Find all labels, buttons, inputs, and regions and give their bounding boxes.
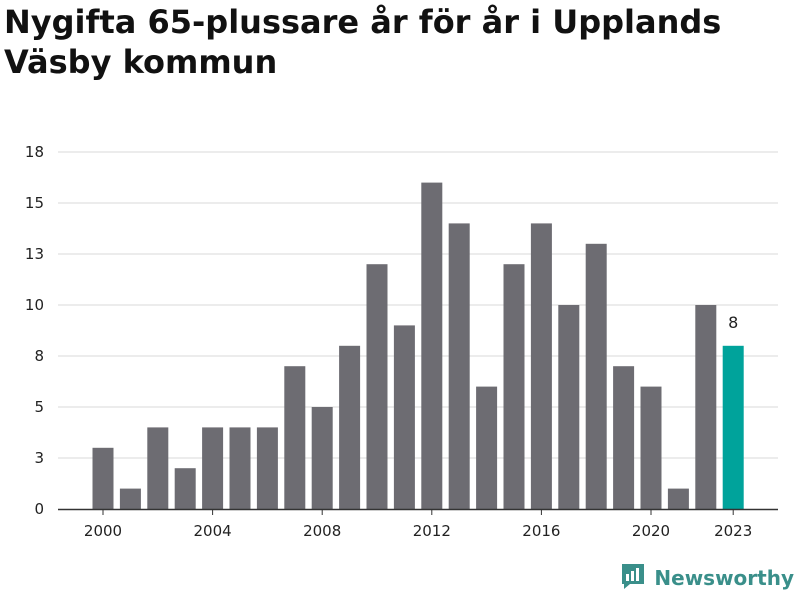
y-tick-label: 0 [34, 500, 44, 518]
x-tick-label: 2016 [522, 522, 560, 540]
bar-2022[interactable] [695, 305, 717, 509]
y-tick-label: 5 [34, 398, 44, 416]
x-tick-label: 2008 [303, 522, 341, 540]
bars [92, 182, 744, 510]
bar-2016[interactable] [530, 223, 552, 509]
x-tick-label: 2000 [84, 522, 122, 540]
gridlines [58, 151, 778, 459]
brand: Newsworthy [620, 562, 794, 594]
bar-2012[interactable] [421, 182, 443, 509]
bar-2008[interactable] [311, 407, 333, 509]
bar-2006[interactable] [256, 427, 278, 509]
x-axis-ticks: 2000 2004 2008 2012 2016 2020 2023 [84, 509, 752, 540]
x-tick-label: 2023 [714, 522, 752, 540]
bar-2003[interactable] [174, 468, 196, 509]
bar-2004[interactable] [202, 427, 224, 509]
bar-2009[interactable] [339, 345, 361, 509]
bar-2010[interactable] [366, 264, 388, 509]
bar-2015[interactable] [503, 264, 525, 509]
bar-2011[interactable] [393, 325, 415, 509]
bar-2021[interactable] [667, 488, 689, 509]
bar-2017[interactable] [558, 305, 580, 509]
y-tick-label: 3 [34, 449, 44, 467]
newsworthy-logo-icon [620, 562, 646, 594]
x-tick-label: 2004 [194, 522, 232, 540]
y-tick-label: 8 [34, 347, 44, 365]
y-axis-ticks: 0 3 5 8 10 13 15 18 [25, 143, 44, 518]
data-labels: 8 [728, 313, 738, 332]
brand-name: Newsworthy [654, 566, 794, 590]
bar-2013[interactable] [448, 223, 470, 509]
x-tick-label: 2020 [632, 522, 670, 540]
x-tick-label: 2012 [413, 522, 451, 540]
chart-title: Nygifta 65-plussare år för år i Upplands… [4, 3, 722, 81]
y-tick-label: 15 [25, 194, 44, 212]
bar-2020[interactable] [640, 386, 662, 509]
bar-2001[interactable] [119, 488, 141, 509]
data-label-2023: 8 [728, 313, 738, 332]
bar-2023[interactable] [722, 345, 744, 509]
bar-2018[interactable] [585, 243, 607, 510]
bar-2005[interactable] [229, 427, 251, 509]
y-tick-label: 13 [25, 245, 44, 263]
bar-2007[interactable] [284, 366, 306, 509]
bar-2014[interactable] [476, 386, 498, 509]
bar-2000[interactable] [92, 447, 114, 509]
y-tick-label: 18 [25, 143, 44, 161]
bar-2019[interactable] [613, 366, 635, 509]
bar-2002[interactable] [147, 427, 169, 509]
y-tick-label: 10 [25, 296, 44, 314]
